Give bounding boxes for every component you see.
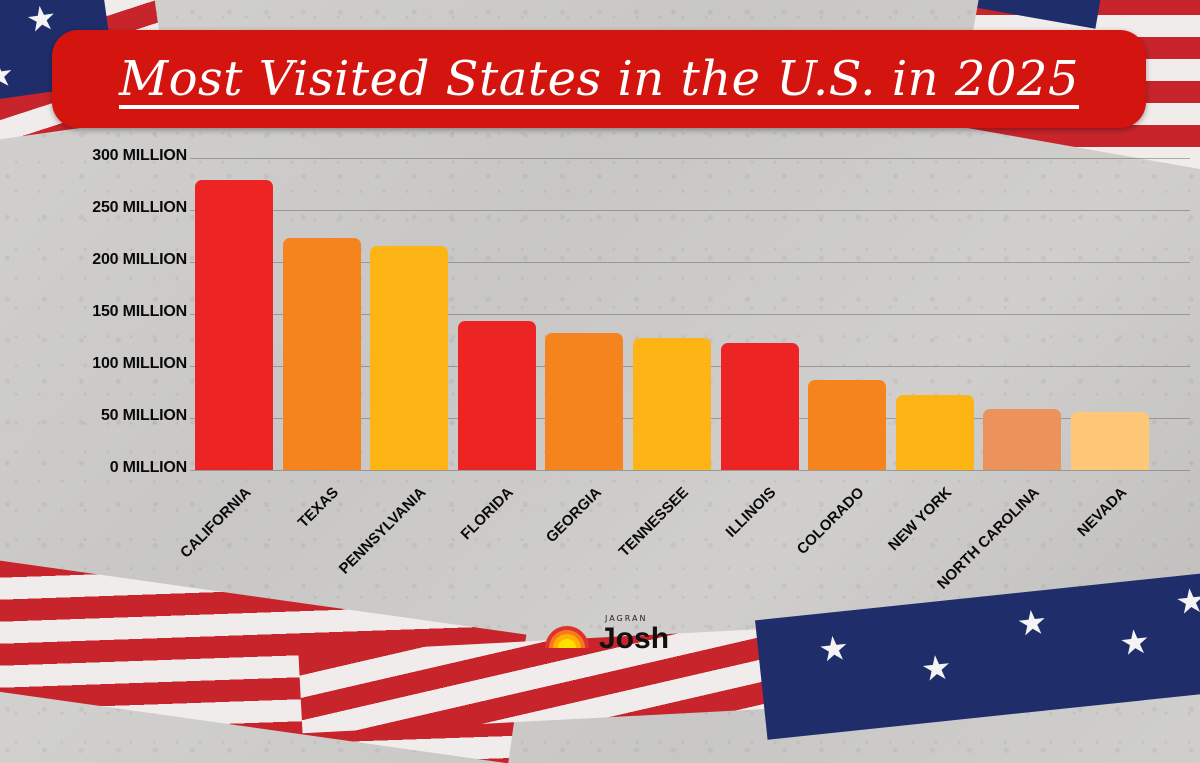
y-tick-label: 200 MILLION	[92, 251, 187, 268]
x-tick-label: ILLINOIS	[722, 484, 780, 541]
bar-georgia	[545, 332, 624, 470]
sun-logo-icon	[545, 626, 589, 648]
bar-texas	[282, 238, 361, 470]
bar-florida	[457, 321, 536, 470]
bar-new-york	[895, 395, 974, 470]
y-tick-label: 50 MILLION	[100, 407, 187, 424]
bar-tennessee	[633, 337, 711, 470]
gridline	[190, 262, 1190, 263]
x-tick-label: GEORGIA	[542, 484, 605, 547]
chart-title: Most Visited States in the U.S. in 2025	[119, 51, 1079, 107]
y-tick-label: 0 MILLION	[109, 459, 188, 476]
x-tick-label: NEVADA	[1073, 484, 1131, 541]
gridline	[190, 314, 1190, 315]
y-tick-label: 150 MILLION	[92, 303, 187, 320]
gridline	[190, 158, 1190, 159]
x-tick-label: NEW YORK	[884, 484, 955, 555]
x-tick-label: TENNESSEE	[615, 484, 693, 561]
bar-nevada	[1071, 411, 1149, 470]
bar-california	[195, 179, 273, 470]
y-tick-label: 300 MILLION	[92, 147, 187, 164]
x-tick-label: TEXAS	[294, 484, 342, 532]
y-tick-label: 250 MILLION	[92, 199, 187, 216]
bar-illinois	[720, 343, 799, 470]
x-tick-label: COLORADO	[793, 484, 868, 558]
logo-small-text: JAGRAN	[605, 614, 648, 623]
jagran-josh-logo: JAGRAN Josh	[545, 612, 675, 658]
logo-main-text: Josh	[599, 622, 670, 655]
x-tick-label: FLORIDA	[457, 484, 517, 544]
gridline	[190, 210, 1190, 211]
bar-colorado	[808, 379, 887, 470]
x-tick-label: CALIFORNIA	[176, 484, 255, 562]
bar-chart: 0 MILLION 50 MILLION 100 MILLION 150 MILLIO…	[92, 147, 1190, 593]
bar-pennsylvania	[370, 246, 449, 470]
bar-north-carolina	[983, 408, 1062, 470]
title-banner: Most Visited States in the U.S. in 2025	[52, 30, 1146, 128]
y-tick-label: 100 MILLION	[92, 355, 187, 372]
gridline	[190, 470, 1190, 471]
x-tick-label: PENNSYLVANIA	[335, 484, 430, 578]
